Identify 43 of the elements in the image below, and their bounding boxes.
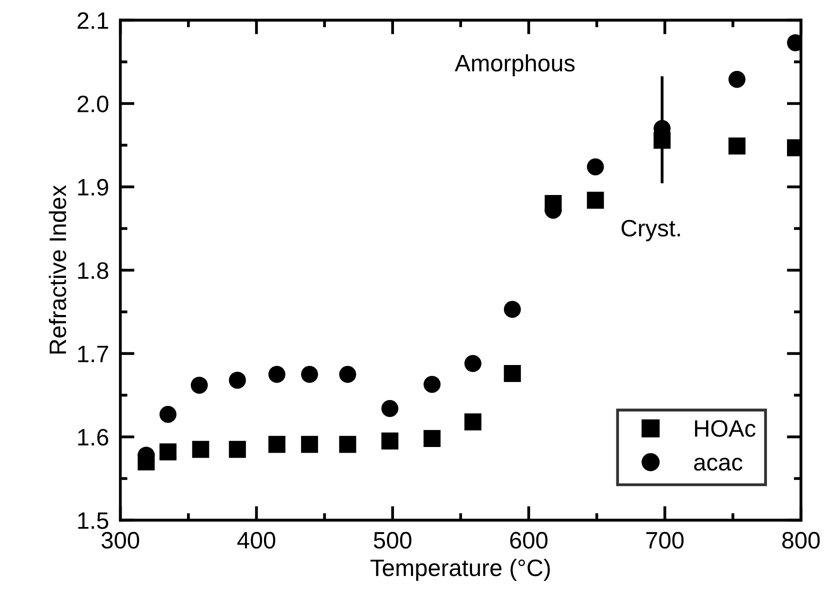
y-tick-label: 1.5: [78, 512, 108, 529]
annotation: Amorphous: [454, 54, 575, 76]
point: [586, 192, 604, 209]
point: [339, 366, 356, 383]
x-tick-label: 300: [102, 532, 140, 549]
point: [381, 400, 398, 418]
x-tick-label: 400: [237, 532, 276, 549]
y-tick-label: 1.7: [78, 346, 108, 362]
point: [228, 372, 246, 389]
y-tick-label: 2.1: [78, 12, 108, 29]
point: [301, 366, 318, 383]
y-tick-label: 1.6: [78, 428, 108, 446]
point: [339, 436, 356, 453]
point: [159, 443, 176, 460]
point: [504, 365, 521, 382]
y-tick-label: 2.0: [78, 96, 108, 112]
y-tick-label: 1.8: [78, 262, 108, 279]
point: [301, 436, 318, 453]
point: [228, 440, 246, 458]
point: [424, 376, 441, 393]
point: [268, 436, 286, 453]
point: [728, 70, 746, 88]
point: [464, 355, 482, 372]
point: [268, 366, 286, 383]
point: [190, 376, 208, 394]
legend-label: HOAc: [695, 420, 756, 437]
y-axis-title: Refractive Index: [48, 185, 66, 354]
point: [381, 432, 398, 450]
legend-label: acac: [694, 458, 742, 471]
point: [424, 430, 441, 448]
point: [728, 138, 746, 155]
point: [159, 406, 176, 423]
x-tick-label: 600: [510, 532, 548, 549]
x-tick-label: 700: [646, 532, 684, 549]
point: [504, 300, 521, 318]
x-axis-title: Temperature (°C): [370, 558, 550, 581]
y-tick-label: 1.9: [78, 178, 108, 196]
point: [464, 413, 482, 430]
point: [586, 158, 604, 176]
x-tick-label: 800: [782, 532, 820, 549]
point: [192, 440, 210, 458]
annotation: Cryst.: [622, 220, 680, 242]
x-tick-label: 500: [374, 532, 412, 549]
